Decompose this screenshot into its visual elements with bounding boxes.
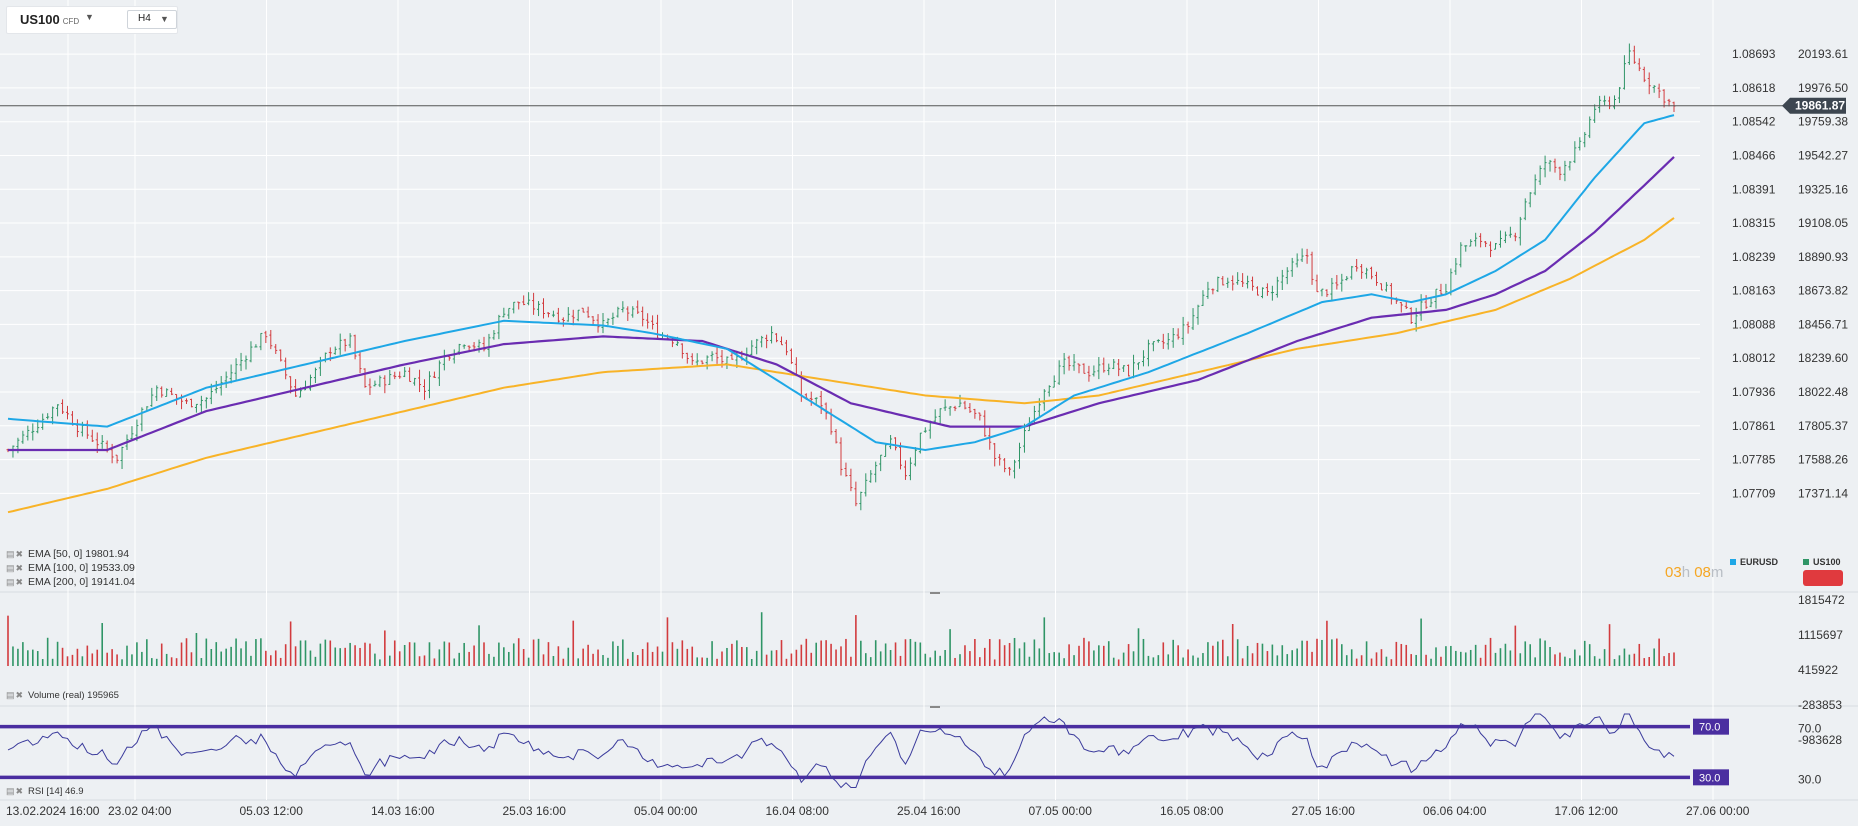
current-price-tag bbox=[1782, 97, 1846, 114]
legend-volume-label: Volume (real) 195965 bbox=[28, 690, 119, 701]
chevron-down-icon[interactable]: ▼ bbox=[85, 12, 94, 22]
settings-icon[interactable]: ▤✖ bbox=[6, 577, 25, 587]
instrument-selector[interactable]: US100 CFD ▼ H4 ▼ bbox=[6, 6, 178, 34]
volume-tick-label: -983628 bbox=[1798, 733, 1842, 747]
x-tick-label: 07.05 00:00 bbox=[1029, 804, 1093, 818]
y-tick-label: 18239.60 bbox=[1798, 351, 1848, 365]
y-tick-label: 17371.14 bbox=[1798, 486, 1848, 500]
volume-tick-label: 415922 bbox=[1798, 663, 1838, 677]
chevron-down-icon: ▼ bbox=[160, 14, 169, 24]
y-tick-label: 18890.93 bbox=[1798, 250, 1848, 264]
ema50-line bbox=[7, 114, 1675, 452]
x-tick-label: 16.04 08:00 bbox=[766, 804, 830, 818]
legend-ema200[interactable]: ▤✖ EMA [200, 0] 19141.04 bbox=[6, 576, 135, 588]
rsi-level-tag bbox=[1693, 718, 1729, 735]
rsi-level-label: 30.0 bbox=[1699, 772, 1720, 784]
settings-icon[interactable]: ▤✖ bbox=[6, 690, 25, 700]
settings-icon[interactable]: ▤✖ bbox=[6, 549, 25, 559]
timer-minutes: 08 bbox=[1694, 564, 1711, 581]
x-tick-label: 25.03 16:00 bbox=[503, 804, 567, 818]
timeframe-label: H4 bbox=[138, 13, 151, 24]
y-tick-label: 19542.27 bbox=[1798, 148, 1848, 162]
x-tick-label: 23.02 04:00 bbox=[108, 804, 172, 818]
pane-resize-handle bbox=[930, 592, 940, 594]
compare-tick-label: 1.08391 bbox=[1732, 182, 1776, 196]
us100-toggle-button[interactable] bbox=[1803, 570, 1843, 586]
rsi-level-label: 70.0 bbox=[1699, 722, 1720, 734]
eurusd-swatch bbox=[1730, 559, 1736, 565]
x-tick-label: 27.06 00:00 bbox=[1686, 804, 1750, 818]
volume-tick-label: 1115697 bbox=[1798, 628, 1843, 642]
rsi-tick-label: 30.0 bbox=[1798, 772, 1822, 786]
legend-ema50-label: EMA [50, 0] 19801.94 bbox=[28, 548, 130, 560]
y-tick-label: 19325.16 bbox=[1798, 182, 1848, 196]
y-tick-label: 17805.37 bbox=[1798, 419, 1848, 433]
compare-tick-label: 1.08693 bbox=[1732, 47, 1776, 61]
volume-bars bbox=[7, 612, 1675, 666]
compare-eurusd-label: EURUSD bbox=[1740, 557, 1779, 567]
timer-m: m bbox=[1710, 564, 1724, 581]
y-tick-label: 18022.48 bbox=[1798, 385, 1848, 399]
compare-tick-label: 1.07861 bbox=[1732, 419, 1776, 433]
candle-countdown: 03h 08m bbox=[1665, 564, 1723, 581]
pane-resize-handle bbox=[930, 706, 940, 708]
x-tick-label: 14.03 16:00 bbox=[371, 804, 435, 818]
legend-rsi-label: RSI [14] 46.9 bbox=[28, 786, 84, 797]
compare-tick-label: 1.08315 bbox=[1732, 216, 1776, 230]
legend-ema50[interactable]: ▤✖ EMA [50, 0] 19801.94 bbox=[6, 548, 129, 560]
y-tick-label: 19976.50 bbox=[1798, 81, 1848, 95]
x-tick-label: 05.03 12:00 bbox=[240, 804, 304, 818]
compare-tick-label: 1.08012 bbox=[1732, 351, 1776, 365]
ema200-line bbox=[7, 217, 1675, 514]
y-tick-label: 18673.82 bbox=[1798, 284, 1848, 298]
volume-tick-label: -283853 bbox=[1798, 698, 1842, 712]
x-tick-label: 17.06 12:00 bbox=[1555, 804, 1619, 818]
rsi-tick-label: 70.0 bbox=[1798, 722, 1822, 736]
timeframe-selector[interactable]: H4 ▼ bbox=[127, 10, 177, 29]
x-tick-label: 27.05 16:00 bbox=[1292, 804, 1356, 818]
legend-rsi[interactable]: ▤✖ RSI [14] 46.9 bbox=[6, 786, 84, 797]
x-tick-label: 16.05 08:00 bbox=[1160, 804, 1224, 818]
compare-tick-label: 1.08088 bbox=[1732, 317, 1776, 331]
ema100-line bbox=[8, 156, 1675, 452]
compare-tick-label: 1.07936 bbox=[1732, 385, 1776, 399]
y-tick-label: 17588.26 bbox=[1798, 453, 1848, 467]
settings-icon[interactable]: ▤✖ bbox=[6, 563, 25, 573]
compare-tick-label: 1.08239 bbox=[1732, 250, 1776, 264]
x-tick-label: 13.02.2024 16:00 bbox=[6, 804, 100, 818]
compare-tick-label: 1.08163 bbox=[1732, 284, 1776, 298]
rsi-line bbox=[7, 713, 1675, 789]
y-tick-label: 18456.71 bbox=[1798, 317, 1848, 331]
rsi-level-tag bbox=[1693, 769, 1729, 786]
volume-tick-label: 1815472 bbox=[1798, 593, 1845, 607]
x-tick-label: 06.06 04:00 bbox=[1423, 804, 1487, 818]
compare-tick-label: 1.07785 bbox=[1732, 453, 1776, 467]
legend-ema200-label: EMA [200, 0] 19141.04 bbox=[28, 576, 135, 588]
compare-us100-label: US100 bbox=[1813, 557, 1841, 567]
compare-tick-label: 1.08466 bbox=[1732, 148, 1776, 162]
compare-eurusd[interactable]: EURUSD bbox=[1730, 557, 1778, 567]
compare-tick-label: 1.08618 bbox=[1732, 81, 1776, 95]
compare-us100[interactable]: US100 bbox=[1803, 557, 1841, 567]
timer-hours: 03 bbox=[1665, 564, 1682, 581]
instrument-type: CFD bbox=[62, 17, 80, 26]
settings-icon[interactable]: ▤✖ bbox=[6, 786, 25, 796]
compare-tick-label: 1.07709 bbox=[1732, 486, 1776, 500]
legend-volume[interactable]: ▤✖ Volume (real) 195965 bbox=[6, 690, 119, 701]
symbol-label: US100 CFD bbox=[20, 12, 80, 27]
legend-ema100[interactable]: ▤✖ EMA [100, 0] 19533.09 bbox=[6, 562, 135, 574]
us100-swatch bbox=[1803, 559, 1809, 565]
y-tick-label: 19108.05 bbox=[1798, 216, 1848, 230]
y-tick-label: 20193.61 bbox=[1798, 47, 1848, 61]
x-tick-label: 05.04 00:00 bbox=[634, 804, 698, 818]
compare-tick-label: 1.08542 bbox=[1732, 115, 1776, 129]
current-price-label: 19861.87 bbox=[1795, 99, 1845, 113]
x-tick-label: 25.04 16:00 bbox=[897, 804, 961, 818]
legend-ema100-label: EMA [100, 0] 19533.09 bbox=[28, 562, 135, 574]
y-tick-label: 19759.38 bbox=[1798, 115, 1848, 129]
timer-h: h bbox=[1681, 564, 1691, 581]
